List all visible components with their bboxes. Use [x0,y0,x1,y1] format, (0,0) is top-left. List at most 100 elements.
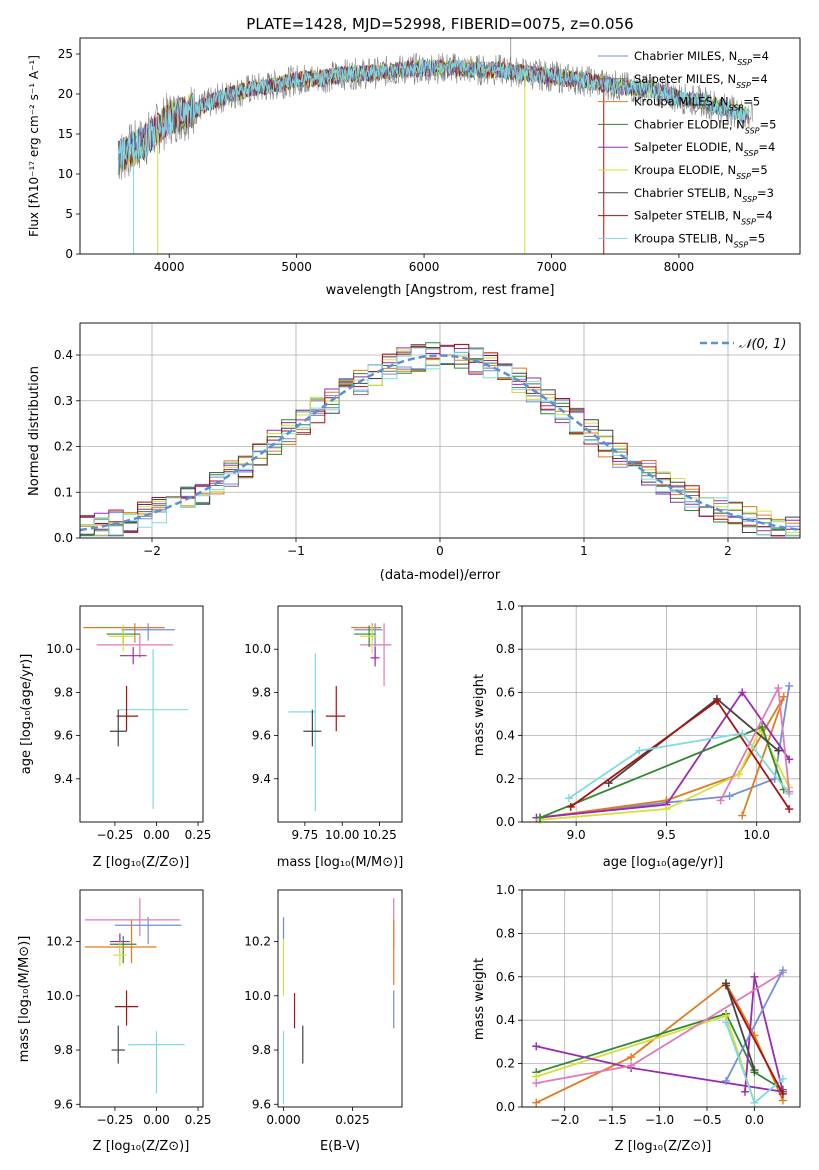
x-tick-label: 0.25 [185,828,212,842]
x-tick-label: 7000 [536,260,567,274]
y-tick-label: 9.6 [252,729,271,743]
weight-marker [774,746,783,755]
massE-xlabel: E(B-V) [320,1139,360,1154]
weight-line [568,732,790,799]
y-tick-label: 25 [58,47,73,61]
weight-line [725,969,784,1082]
spectrum-xlabel: wavelength [Angstrom, rest frame] [326,283,555,298]
weight-marker [734,770,743,779]
age-vs-Z-panel: −0.25 0.00 0.25 9.4 9.6 9.8 10.0 Z [log₁₀(Z/Z⊙… [19,605,212,870]
axes-frame [79,37,801,255]
x-tick-label: 9.0 [567,828,586,842]
y-tick-label: 0.0 [496,1100,515,1114]
wAge-ylabel: mass weight [472,674,487,756]
y-tick-label: 10.2 [244,935,271,949]
y-tick-label: 9.8 [54,1043,73,1057]
weight-marker [532,1079,541,1088]
residuals-panel: −2 −1 0 1 2 0.0 0.1 0.2 0.3 0.4 (data-model)/erro… [27,322,801,583]
axes-frame [79,322,801,539]
axes-frame [277,889,403,1108]
x-tick-label: 10.0 [743,828,770,842]
gauss-legend-label: 𝒩(0, 1) [739,337,786,352]
weight-marker [774,684,783,693]
y-tick-label: 0.1 [54,485,73,499]
weight-line [725,983,756,1071]
x-tick-label: 2 [724,544,732,558]
mass-vs-ebv-panel: 0.000 0.025 9.6 9.8 10.0 10.2 E(B-V) [244,889,403,1154]
y-tick-label: 1.0 [496,883,515,897]
weight-vs-age-panel: 9.0 9.5 10.0 0.0 0.2 0.4 0.6 0.8 1.0 age [log₁₀(… [472,599,801,870]
legend-label: Kroupa ELODIE, NSSP=5 [634,163,768,181]
weight-marker [721,979,730,988]
y-tick-label: 0.2 [496,772,515,786]
y-tick-label: 9.6 [54,729,73,743]
spectrum-lines [117,38,754,254]
weight-marker [778,966,787,975]
axes-frame [79,889,204,1108]
y-tick-label: 10.0 [46,989,73,1003]
weight-marker [721,1018,730,1027]
massZ-ylabel: mass [log₁₀(M/M⊙)] [17,936,32,1063]
y-tick-label: 0 [65,247,73,261]
axes-frame [521,605,801,823]
weight-marker [566,802,575,811]
x-tick-label: −0.25 [97,828,134,842]
legend-label: Chabrier STELIB, NSSP=3 [634,186,774,204]
x-tick-label: −1 [287,544,305,558]
x-tick-label: 0.25 [185,1113,212,1127]
legend-label: Salpeter MILES, NSSP=4 [634,72,768,90]
y-tick-label: 9.4 [252,772,271,786]
spectrum-model-line [117,58,750,174]
x-tick-label: 9.75 [292,828,319,842]
weight-marker [750,972,759,981]
weight-marker [738,811,747,820]
y-tick-label: 9.6 [252,1097,271,1111]
y-tick-label: 10 [58,167,73,181]
weight-vs-Z-panel: −2.0 −1.5 −1.0 −0.5 0.0 0.0 0.2 0.4 0.6 0.8 1.0 Z … [472,883,801,1154]
y-tick-label: 10.0 [244,989,271,1003]
axes-frame [521,889,801,1108]
weight-marker [778,1089,787,1098]
weight-marker [738,729,747,738]
weight-marker [716,796,725,805]
y-tick-label: 0.2 [54,440,73,454]
y-tick-label: 9.4 [54,772,73,786]
ageM-xlabel: mass [log₁₀(M/M⊙)] [277,855,404,870]
weight-marker [662,805,671,814]
x-tick-label: 4000 [154,260,185,274]
spectrum-legend: Chabrier MILES, NSSP=4 Salpeter MILES, NS… [598,49,776,249]
y-tick-label: 0.0 [496,815,515,829]
weight-marker [532,1098,541,1107]
normal-curve [79,354,801,532]
histogram-step [79,347,800,538]
x-tick-label: −0.25 [97,1113,134,1127]
x-tick-label: 0 [436,544,444,558]
weight-line [535,1014,756,1103]
x-tick-label: 8000 [664,260,695,274]
weight-marker [785,681,794,690]
y-tick-label: 0.8 [496,926,515,940]
massZ-xlabel: Z [log₁₀(Z/Z⊙)] [93,1139,190,1154]
x-tick-label: 0.025 [335,1113,369,1127]
y-tick-label: 1.0 [496,599,515,613]
y-tick-label: 9.8 [54,685,73,699]
legend-label: Kroupa STELIB, NSSP=5 [634,231,765,249]
y-tick-label: 10.0 [46,642,73,656]
weight-marker [536,813,545,822]
weight-marker [785,805,794,814]
y-tick-label: 0.4 [496,729,515,743]
weight-marker [712,697,721,706]
wAge-xlabel: age [log₁₀(age/yr)] [603,855,724,870]
y-tick-label: 0.3 [54,394,73,408]
weight-marker [750,1098,759,1107]
weight-marker [758,722,767,731]
axes-frame [79,605,204,823]
wZ-ylabel: mass weight [472,958,487,1040]
spectrum-model-line [117,59,605,175]
weight-marker [778,1074,787,1083]
x-tick-label: 9.5 [657,828,676,842]
legend-label: Chabrier ELODIE, NSSP=5 [634,117,776,135]
y-tick-label: 9.8 [252,685,271,699]
weight-marker [627,1061,636,1070]
